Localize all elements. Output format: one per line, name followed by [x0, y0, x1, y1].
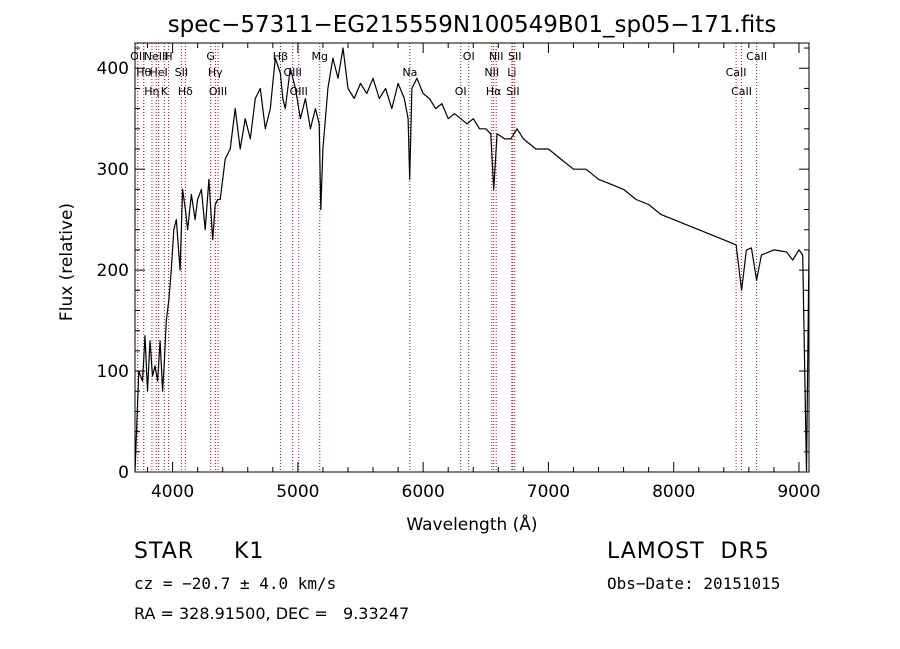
line-marker-label: G [206, 50, 215, 63]
line-marker-label: HeI [150, 66, 168, 79]
line-marker-label: CaII [731, 85, 752, 98]
line-marker-label: OIII [284, 66, 302, 79]
line-marker-label: Hβ [273, 50, 288, 63]
object-class-label: STAR K1 [134, 539, 264, 564]
x-tick-label: 9000 [777, 482, 820, 502]
object-subclass: K1 [234, 539, 265, 564]
line-marker-label: OIII [209, 85, 227, 98]
object-class: STAR [134, 539, 195, 564]
line-marker-label: SII [508, 50, 521, 63]
line-marker-label: CaII [726, 66, 747, 79]
y-tick-label: 400 [97, 59, 129, 79]
line-marker-label: NII [484, 66, 499, 79]
line-marker-label: NeIII [144, 50, 169, 63]
y-tick-label: 300 [97, 160, 129, 180]
x-tick-label: 7000 [527, 482, 570, 502]
line-marker-label: SII [175, 66, 188, 79]
redshift-readout: cz = −20.7 ± 4.0 km/s [134, 574, 337, 593]
y-tick-label: 100 [97, 362, 129, 382]
plot-frame [134, 42, 810, 473]
chart-title: spec−57311−EG215559N100549B01_sp05−171.f… [168, 12, 777, 38]
line-marker-label: OIII [290, 85, 308, 98]
line-marker-label: SII [506, 85, 519, 98]
y-axis-label: Flux (relative) [57, 203, 77, 321]
spectral-line-markers: OIIHθHηNeIIIHeIKHSIIHδGHγOIIIHβOIIIOIIIM… [130, 43, 767, 472]
line-marker-label: Hη [144, 85, 159, 98]
axis-ticks: 4000 5000 6000 7000 8000 9000 0 100 200 300 400 [97, 43, 821, 502]
line-marker-label: Hθ [136, 66, 151, 79]
y-tick-label: 0 [118, 463, 129, 483]
spectrum-series [134, 47, 810, 473]
line-marker-label: CaII [746, 50, 767, 63]
x-axis-label: Wavelength (Å) [406, 513, 537, 535]
line-marker-label: K [161, 85, 169, 98]
line-marker-label: Hα [486, 85, 502, 98]
line-marker-label: OI [463, 50, 475, 63]
line-marker-label: NII [489, 50, 504, 63]
line-marker-label: Hδ [178, 85, 193, 98]
y-tick-label: 200 [97, 261, 129, 281]
x-tick-label: 5000 [276, 482, 319, 502]
line-marker-label: Hγ [208, 66, 223, 79]
x-tick-label: 8000 [652, 482, 695, 502]
line-marker-label: H [164, 50, 172, 63]
survey-label: LAMOST DR5 [607, 539, 770, 564]
line-marker-label: Mg [312, 50, 328, 63]
x-tick-label: 4000 [151, 482, 194, 502]
spectrum-line [134, 47, 810, 473]
line-marker-label: Na [402, 66, 417, 79]
sky-coordinates: RA = 328.91500, DEC = 9.33247 [134, 604, 410, 623]
observation-date: Obs−Date: 20151015 [607, 574, 781, 593]
x-tick-label: 6000 [402, 482, 445, 502]
line-marker-label: OII [130, 50, 145, 63]
line-marker-label: OI [455, 85, 467, 98]
line-marker-label: Li [507, 66, 516, 79]
